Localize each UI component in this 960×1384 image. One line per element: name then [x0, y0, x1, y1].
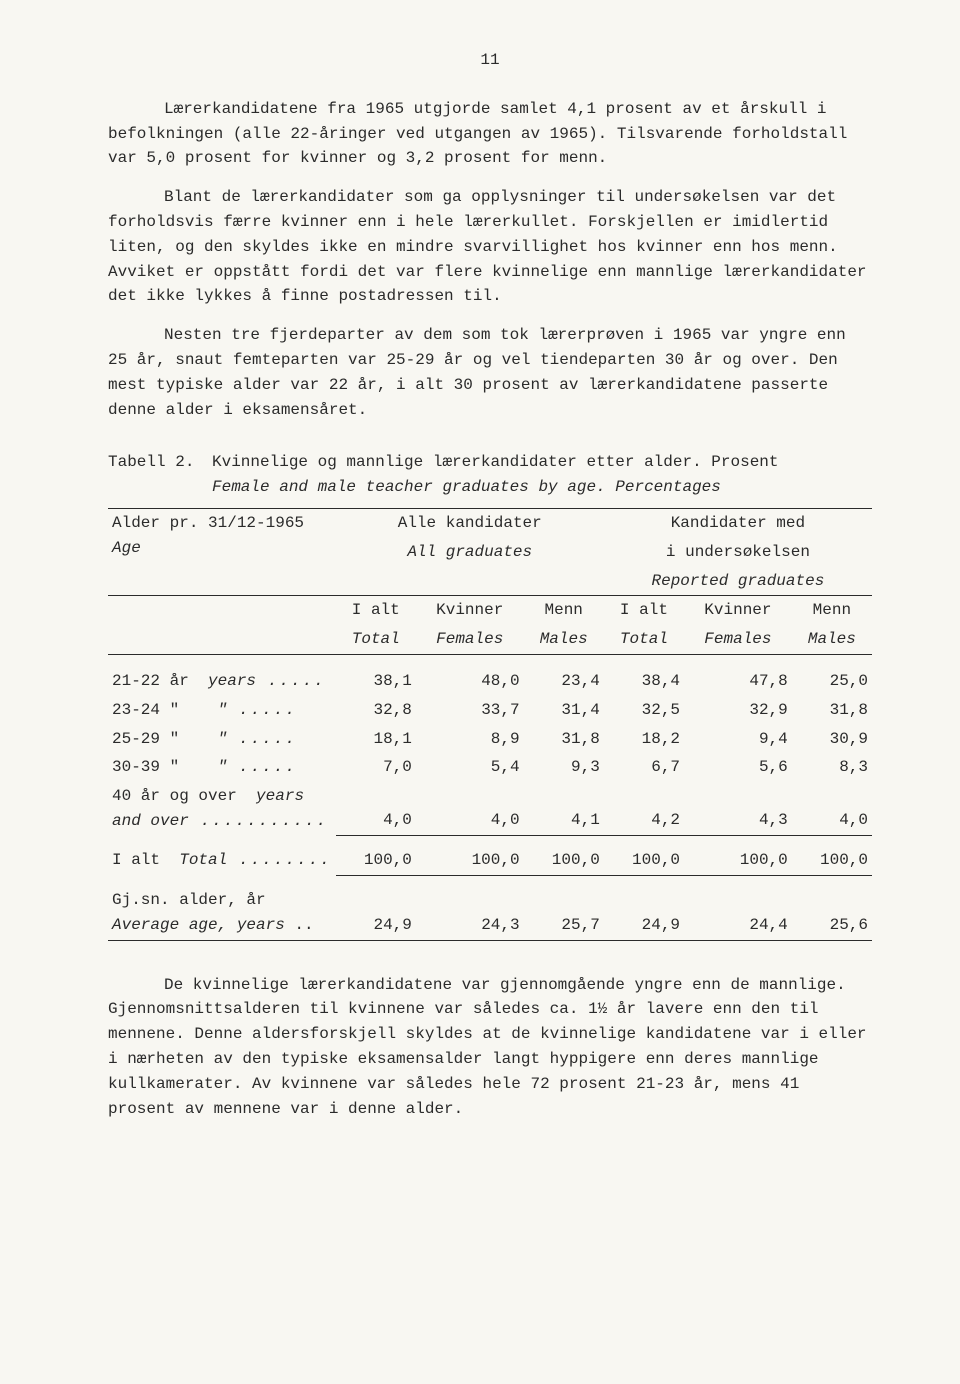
col-f-en-2: Females [684, 625, 792, 654]
r1-b: 33,7 [416, 696, 524, 725]
paragraph-2: Blant de lærerkandidater som ga opplysni… [108, 185, 872, 309]
rowhead-no: Alder pr. 31/12-1965 [112, 511, 332, 536]
r2-c: 31,8 [524, 725, 604, 754]
table-row: 21-22 år years 38,1 48,0 23,4 38,4 47,8 … [108, 667, 872, 696]
ravg-a: 24,9 [336, 886, 416, 940]
r2-label-en: " [218, 730, 297, 748]
table-caption-no: Kvinnelige og mannlige lærerkandidater e… [212, 450, 779, 475]
r0-f: 25,0 [792, 667, 872, 696]
rtot-f: 100,0 [792, 846, 872, 875]
r1-label-en: " [218, 701, 297, 719]
r0-e: 47,8 [684, 667, 792, 696]
ravg-e: 24,4 [684, 886, 792, 940]
table-row: 23-24 " " 32,8 33,7 31,4 32,5 32,9 31,8 [108, 696, 872, 725]
r3-f: 8,3 [792, 753, 872, 782]
ravg-label-no: Gj.sn. alder, år [112, 891, 266, 909]
rtot-d: 100,0 [604, 846, 684, 875]
rtot-label-no: I alt [112, 851, 160, 869]
r2-b: 8,9 [416, 725, 524, 754]
table-label: Tabell 2. [108, 450, 212, 475]
group1-header-no: Alle kandidater [336, 508, 604, 537]
r0-label-en: years [208, 672, 326, 690]
group2-header-no-l1: Kandidater med [604, 508, 872, 537]
r0-c: 23,4 [524, 667, 604, 696]
r1-a: 32,8 [336, 696, 416, 725]
r0-label-no: 21-22 år [112, 672, 189, 690]
col-m-en-1: Males [524, 625, 604, 654]
ravg-b: 24,3 [416, 886, 524, 940]
col-f-en-1: Females [416, 625, 524, 654]
rover-label-en: years [256, 787, 304, 805]
col-m-no-1: Menn [524, 596, 604, 625]
rover-b: 4,0 [416, 782, 524, 836]
paragraph-4: De kvinnelige lærerkandidatene var gjenn… [108, 973, 872, 1122]
paragraph-2-text: Blant de lærerkandidater som ga opplysni… [108, 188, 867, 305]
rover-e: 4,3 [684, 782, 792, 836]
col-f-no-1: Kvinner [416, 596, 524, 625]
r2-a: 18,1 [336, 725, 416, 754]
paragraph-3: Nesten tre fjerdeparter av dem som tok l… [108, 323, 872, 422]
paragraph-3-text: Nesten tre fjerdeparter av dem som tok l… [108, 326, 846, 418]
r1-c: 31,4 [524, 696, 604, 725]
r3-b: 5,4 [416, 753, 524, 782]
data-table: Alder pr. 31/12-1965 Age Alle kandidater… [108, 508, 872, 945]
r3-e: 5,6 [684, 753, 792, 782]
r0-a: 38,1 [336, 667, 416, 696]
rowhead-en: Age [112, 536, 332, 561]
paragraph-1-text: Lærerkandidatene fra 1965 utgjorde samle… [108, 100, 847, 168]
rtot-a: 100,0 [336, 846, 416, 875]
r1-f: 31,8 [792, 696, 872, 725]
table-row: 40 år og over years and over 4,0 4,0 4,1… [108, 782, 872, 836]
table-row: 25-29 " " 18,1 8,9 31,8 18,2 9,4 30,9 [108, 725, 872, 754]
r1-e: 32,9 [684, 696, 792, 725]
r3-label-no: 30-39 " [112, 758, 179, 776]
r1-label-no: 23-24 " [112, 701, 179, 719]
rtot-label-en: Total [179, 851, 331, 869]
ravg-c: 25,7 [524, 886, 604, 940]
rtot-b: 100,0 [416, 846, 524, 875]
rtot-e: 100,0 [684, 846, 792, 875]
col-m-no-2: Menn [792, 596, 872, 625]
r0-d: 38,4 [604, 667, 684, 696]
r3-c: 9,3 [524, 753, 604, 782]
r3-d: 6,7 [604, 753, 684, 782]
rover-f: 4,0 [792, 782, 872, 836]
r2-label-no: 25-29 " [112, 730, 179, 748]
rover-label-no: 40 år og over [112, 787, 237, 805]
r0-b: 48,0 [416, 667, 524, 696]
col-total-no-1: I alt [336, 596, 416, 625]
col-m-en-2: Males [792, 625, 872, 654]
table-row-total: I alt Total 100,0 100,0 100,0 100,0 100,… [108, 846, 872, 875]
rover-a: 4,0 [336, 782, 416, 836]
table-caption-en: Female and male teacher graduates by age… [212, 475, 721, 500]
ravg-label-en: Average age, years [112, 916, 285, 934]
r3-a: 7,0 [336, 753, 416, 782]
group2-header-no-l2: i undersøkelsen [604, 538, 872, 567]
col-total-en-1: Total [336, 625, 416, 654]
rover-c: 4,1 [524, 782, 604, 836]
table-row-avg: Gj.sn. alder, år Average age, years .. 2… [108, 886, 872, 940]
ravg-f: 25,6 [792, 886, 872, 940]
page-number: 11 [108, 48, 872, 73]
table-caption: Tabell 2. Kvinnelige og mannlige lærerka… [108, 450, 872, 500]
ravg-d: 24,9 [604, 886, 684, 940]
rover-label-en2: and over [112, 812, 328, 830]
rtot-c: 100,0 [524, 846, 604, 875]
rover-d: 4,2 [604, 782, 684, 836]
group1-header-en: All graduates [336, 538, 604, 567]
table-row: 30-39 " " 7,0 5,4 9,3 6,7 5,6 8,3 [108, 753, 872, 782]
col-total-no-2: I alt [604, 596, 684, 625]
group2-header-en: Reported graduates [604, 567, 872, 596]
r1-d: 32,5 [604, 696, 684, 725]
r2-f: 30,9 [792, 725, 872, 754]
paragraph-4-text: De kvinnelige lærerkandidatene var gjenn… [108, 976, 867, 1118]
r3-label-en: " [218, 758, 297, 776]
r2-d: 18,2 [604, 725, 684, 754]
col-total-en-2: Total [604, 625, 684, 654]
document-page: 11 Lærerkandidatene fra 1965 utgjorde sa… [0, 0, 960, 1384]
paragraph-1: Lærerkandidatene fra 1965 utgjorde samle… [108, 97, 872, 171]
col-f-no-2: Kvinner [684, 596, 792, 625]
r2-e: 9,4 [684, 725, 792, 754]
